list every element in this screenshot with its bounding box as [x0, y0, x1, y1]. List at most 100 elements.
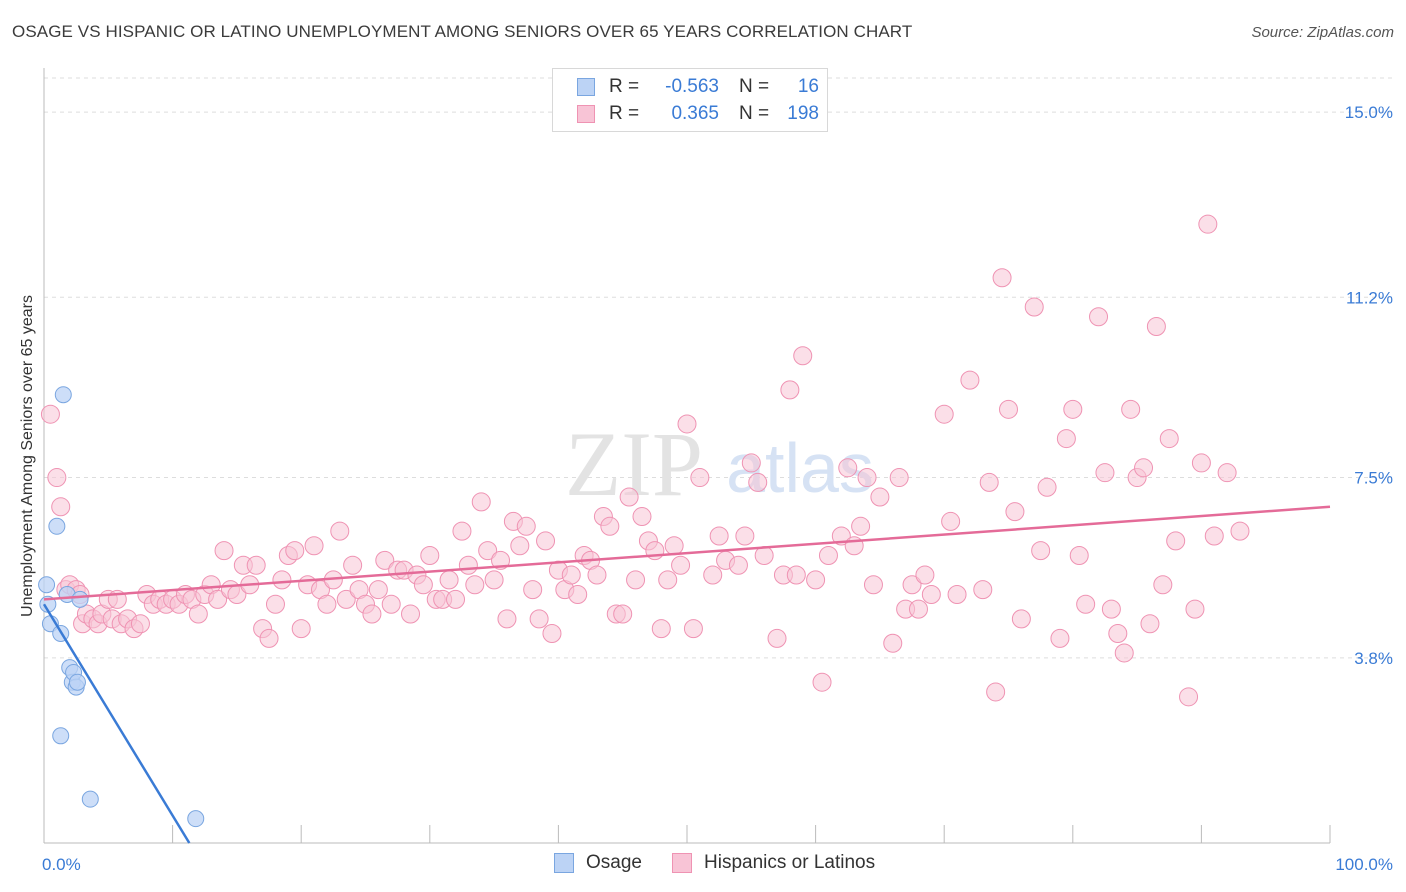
- y-tick-label: 11.2%: [1346, 288, 1393, 307]
- hispanic-point: [626, 570, 646, 590]
- hispanic-point: [516, 516, 536, 536]
- hispanic-point: [368, 580, 388, 600]
- hispanic-point: [947, 584, 967, 604]
- hispanic-point: [188, 604, 208, 624]
- hispanic-point: [632, 507, 652, 527]
- hispanic-point: [40, 404, 60, 424]
- hispanic-point: [1179, 687, 1199, 707]
- hispanic-point: [529, 609, 549, 629]
- hispanic-point: [1031, 541, 1051, 561]
- hispanic-point: [1217, 463, 1237, 483]
- osage-series: [38, 386, 205, 828]
- x-tick-label-min: 0.0%: [42, 855, 81, 874]
- chart-title: OSAGE VS HISPANIC OR LATINO UNEMPLOYMENT…: [12, 22, 913, 41]
- legend-hispanic-swatch: [672, 853, 692, 873]
- hispanic-point: [838, 458, 858, 478]
- hispanic-point: [690, 468, 710, 488]
- hispanic-point: [491, 550, 511, 570]
- hispanic-point: [1121, 399, 1141, 419]
- hispanic-point: [960, 370, 980, 390]
- hispanic-point: [246, 555, 266, 575]
- hispanic-point: [381, 594, 401, 614]
- hispanic-point: [1204, 526, 1224, 546]
- hispanic-point: [1056, 429, 1076, 449]
- hispanic-point: [465, 575, 485, 595]
- hispanic-point: [677, 414, 697, 434]
- hispanic-point: [130, 614, 150, 634]
- osage-n-value: 16: [797, 76, 819, 97]
- hispanic-point: [1063, 399, 1083, 419]
- legend-osage-swatch: [554, 853, 574, 873]
- hispanic-point: [568, 584, 588, 604]
- hispanic-point: [1076, 594, 1096, 614]
- hispanic-point: [362, 604, 382, 624]
- hispanic-point: [1101, 599, 1121, 619]
- hispanic-point: [1095, 463, 1115, 483]
- hispanic-point: [870, 487, 890, 507]
- y-tick-label: 15.0%: [1345, 103, 1393, 122]
- legend-row-osage: R = -0.563 N = 16: [577, 75, 819, 99]
- hispanic-point: [285, 541, 305, 561]
- osage-r-label: R =: [609, 76, 640, 97]
- hispanic-point: [1114, 643, 1134, 663]
- hispanic-point: [619, 487, 639, 507]
- hispanic-point: [208, 589, 228, 609]
- watermark: ZIP atlas: [565, 413, 874, 515]
- hispanic-point: [510, 536, 530, 556]
- hispanic-point: [336, 589, 356, 609]
- hispanic-point: [934, 404, 954, 424]
- hispanic-point: [683, 619, 703, 639]
- legend-row-hispanic: R = 0.365 N = 198: [577, 102, 819, 126]
- hispanic-point: [1191, 453, 1211, 473]
- osage-point: [68, 673, 86, 691]
- hispanic-point: [979, 472, 999, 492]
- hispanic-point: [973, 580, 993, 600]
- hispanic-point: [291, 619, 311, 639]
- hispanic-point: [1134, 458, 1154, 478]
- hispanic-point: [478, 541, 498, 561]
- hispanic-point: [1089, 307, 1109, 327]
- hispanic-point: [1108, 623, 1128, 643]
- hispanic-point: [452, 521, 472, 541]
- tick-labels: 3.8% 7.5% 11.2% 15.0% 0.0% 100.0%: [42, 103, 1393, 874]
- hispanic-point: [272, 570, 292, 590]
- hispanic-point: [542, 623, 562, 643]
- hispanic-point: [1146, 317, 1166, 337]
- hispanic-point: [658, 570, 678, 590]
- legend-item-hispanic: Hispanics or Latinos: [672, 852, 875, 874]
- source-label: Source: ZipAtlas.com: [1251, 24, 1394, 41]
- hispanic-point: [1037, 477, 1057, 497]
- y-tick-label: 7.5%: [1354, 469, 1393, 488]
- hispanic-point: [47, 468, 67, 488]
- hispanic-point: [458, 555, 478, 575]
- hispanic-point: [812, 672, 832, 692]
- legend-osage-label: Osage: [586, 852, 642, 873]
- hispanic-point: [728, 555, 748, 575]
- hispanic-point: [703, 565, 723, 585]
- hispanic-point: [343, 555, 363, 575]
- hispanic-point: [1198, 214, 1218, 234]
- hispanic-point: [992, 268, 1012, 288]
- hispanic-point: [741, 453, 761, 473]
- hispanic-point: [1005, 502, 1025, 522]
- hispanic-point: [1230, 521, 1250, 541]
- hispanic-point: [317, 594, 337, 614]
- hispanic-point: [793, 346, 813, 366]
- hispanic-point: [523, 580, 543, 600]
- hispanic-point: [536, 531, 556, 551]
- hispanic-point: [1159, 429, 1179, 449]
- hispanic-point: [1185, 599, 1205, 619]
- hispanic-point: [484, 570, 504, 590]
- hispanic-point: [671, 555, 691, 575]
- hispanic-point: [999, 399, 1018, 419]
- osage-point: [48, 517, 66, 535]
- hispanic-point: [497, 609, 517, 629]
- hispanic-point: [587, 565, 607, 585]
- hispanic-series: [40, 214, 1250, 707]
- hispanic-point: [915, 565, 935, 585]
- hispanic-point: [748, 472, 768, 492]
- hispanic-point: [806, 570, 826, 590]
- hispanic-point: [908, 599, 928, 619]
- hispanic-point: [664, 536, 684, 556]
- hispanic-point: [265, 594, 285, 614]
